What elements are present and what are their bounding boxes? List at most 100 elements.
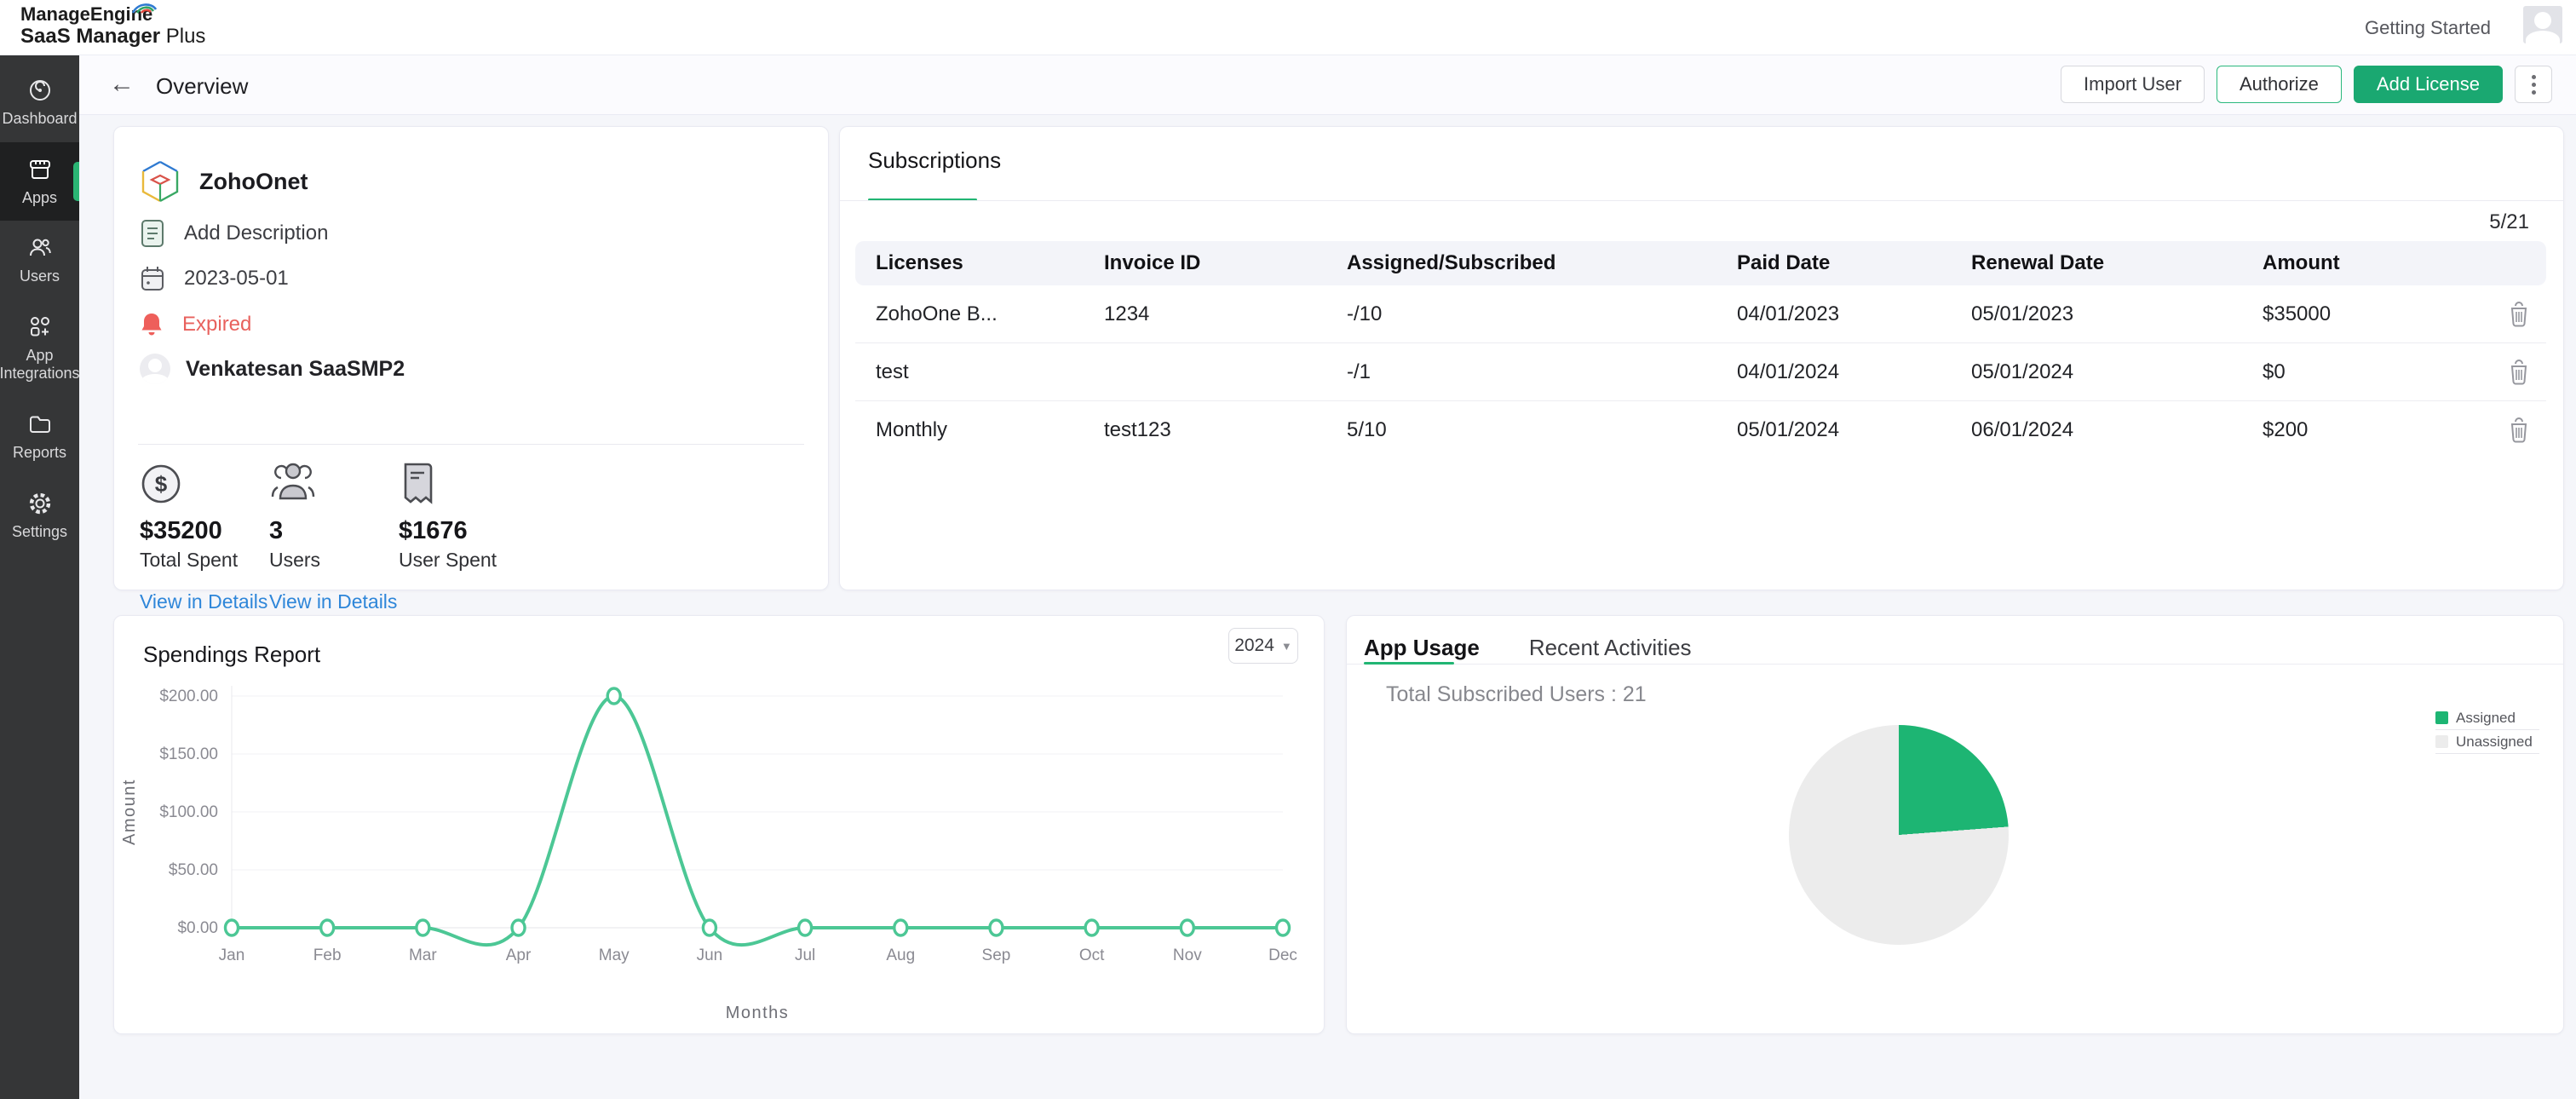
cell-amount: $35000 — [2263, 302, 2332, 325]
owner-row: Venkatesan SaaSMP2 — [140, 354, 405, 384]
sidebar-item-app-integrations[interactable]: App Integrations — [0, 300, 80, 397]
active-tab-underline — [1364, 662, 1454, 665]
sidebar-item-label: Dashboard — [2, 110, 78, 127]
calendar-icon — [141, 267, 164, 291]
legend-item-unassigned[interactable]: Unassigned — [2435, 730, 2539, 754]
authorize-button[interactable]: Authorize — [2216, 66, 2342, 103]
cell-paid-date: 04/01/2024 — [1737, 360, 1840, 383]
stat-value: $1676 — [399, 517, 468, 544]
col-header: Licenses — [876, 251, 963, 274]
tab-app-usage[interactable]: App Usage — [1364, 635, 1480, 660]
legend-swatch-unassigned — [2435, 735, 2448, 748]
cell-paid-date: 04/01/2023 — [1737, 302, 1840, 325]
brand-line2: SaaS Manager Plus — [20, 24, 206, 48]
sidebar-item-settings[interactable]: Settings — [0, 476, 79, 555]
more-options-kebab-button[interactable] — [2515, 66, 2552, 103]
sidebar: Dashboard Apps Users — [0, 55, 80, 1099]
sidebar-item-label: Settings — [11, 522, 68, 540]
status-badge: Expired — [182, 313, 252, 336]
brand-line1: ManageEngine — [20, 3, 153, 25]
subscriptions-table: Licenses Invoice ID Assigned/Subscribed … — [855, 241, 2546, 458]
total-subscribed-users: Total Subscribed Users : 21 — [1386, 682, 1647, 706]
brand-logo: ManageEngine SaaS Manager Plus — [20, 3, 206, 49]
cell-license: Monthly — [876, 417, 948, 441]
stat-total-spent: $ $35200 Total Spent View in Details — [140, 457, 269, 613]
stat-value: 3 — [269, 517, 284, 544]
subscriptions-card: Subscriptions 5/21 Licenses Invoice ID A… — [839, 126, 2564, 590]
app-name: ZohoOnet — [199, 168, 308, 194]
sidebar-item-label: Users — [19, 268, 60, 285]
add-license-button[interactable]: Add License — [2353, 66, 2503, 103]
created-date: 2023-05-01 — [184, 267, 289, 290]
toolbar: ← Overview Import User Authorize Add Lic… — [79, 55, 2576, 115]
stat-users: 3 Users View in Details — [269, 457, 399, 613]
stat-user-spent: $1676 User Spent — [399, 457, 528, 613]
svg-text:May: May — [599, 947, 630, 964]
legend-swatch-assigned — [2435, 711, 2448, 724]
cell-assigned: 5/10 — [1347, 417, 1387, 441]
sidebar-item-label: App Integrations — [0, 346, 80, 383]
status-row: Expired — [140, 311, 251, 338]
owner-name: Venkatesan SaaSMP2 — [186, 356, 405, 381]
users-group-icon — [271, 463, 315, 500]
owner-avatar — [140, 354, 170, 384]
delete-license-button[interactable] — [2492, 359, 2546, 385]
settings-gear-icon — [29, 492, 50, 514]
stat-value: $35200 — [140, 517, 222, 544]
tab-recent-activities[interactable]: Recent Activities — [1528, 635, 1692, 660]
tab-subscriptions[interactable]: Subscriptions — [868, 147, 1002, 201]
sidebar-item-apps[interactable]: Apps — [0, 141, 79, 222]
spendings-line-chart: $0.00 $50.00 $100.00 $150.00 $200.00 Jan Feb Ma… — [120, 686, 1297, 1022]
brand-swoosh-icon — [131, 3, 158, 14]
dashboard-icon — [29, 80, 50, 101]
cell-amount: $0 — [2263, 360, 2286, 383]
description-doc-icon — [141, 220, 164, 247]
getting-started-link[interactable]: Getting Started — [2365, 17, 2491, 38]
dollar-coin-icon: $ — [141, 464, 181, 503]
sidebar-item-reports[interactable]: Reports — [0, 397, 79, 476]
import-user-button[interactable]: Import User — [2061, 66, 2205, 103]
tab-divider — [1347, 664, 2563, 665]
user-avatar[interactable] — [2523, 6, 2562, 43]
svg-text:$100.00: $100.00 — [159, 803, 218, 821]
table-row[interactable]: Monthly test123 5/10 05/01/2024 06/01/20… — [855, 401, 2546, 458]
back-arrow-icon[interactable]: ← — [109, 70, 135, 98]
view-in-details-link[interactable]: View in Details — [269, 590, 398, 613]
app-usage-pie-chart — [1789, 725, 2009, 945]
expired-bell-icon — [141, 314, 162, 336]
table-row[interactable]: test -/1 04/01/2024 05/01/2024 $0 — [855, 343, 2546, 401]
trash-icon — [2510, 301, 2527, 326]
trash-icon — [2510, 359, 2527, 384]
cell-assigned: -/10 — [1347, 302, 1383, 325]
svg-text:Jan: Jan — [219, 947, 245, 964]
app-usage-card: App Usage Recent Activities Total Subscr… — [1346, 615, 2564, 1034]
col-header: Paid Date — [1737, 251, 1831, 274]
add-description-link[interactable]: Add Description — [184, 222, 329, 245]
svg-text:Jun: Jun — [697, 947, 723, 964]
cell-renewal-date: 05/01/2023 — [1971, 302, 2074, 325]
view-in-details-link[interactable]: View in Details — [140, 590, 268, 613]
svg-text:Feb: Feb — [313, 947, 342, 964]
table-row[interactable]: ZohoOne B... 1234 -/10 04/01/2023 05/01/… — [855, 285, 2546, 343]
description-row[interactable]: Add Description — [140, 219, 328, 248]
delete-license-button[interactable] — [2492, 301, 2546, 327]
legend-item-assigned[interactable]: Assigned — [2435, 706, 2539, 730]
spendings-report-card: Spendings Report 2024 ▼ $0.00 $50.00 $100.… — [113, 615, 1325, 1034]
sidebar-item-users[interactable]: Users — [0, 221, 79, 300]
year-value: 2024 — [1234, 636, 1274, 655]
svg-text:Months: Months — [726, 1004, 790, 1022]
app-integrations-icon — [30, 316, 49, 337]
year-dropdown[interactable]: 2024 ▼ — [1228, 628, 1298, 664]
cell-invoice: test123 — [1104, 417, 1171, 441]
svg-text:Jul: Jul — [795, 947, 815, 964]
svg-text:Aug: Aug — [886, 947, 915, 964]
sidebar-item-dashboard[interactable]: Dashboard — [0, 63, 79, 142]
delete-license-button[interactable] — [2492, 417, 2546, 443]
stat-label: User Spent — [399, 549, 497, 571]
stat-label: Users — [269, 549, 321, 571]
sidebar-item-label: Apps — [21, 188, 58, 206]
page-title: Overview — [156, 73, 249, 99]
chevron-down-icon: ▼ — [1280, 639, 1292, 653]
svg-text:$200.00: $200.00 — [159, 688, 218, 705]
